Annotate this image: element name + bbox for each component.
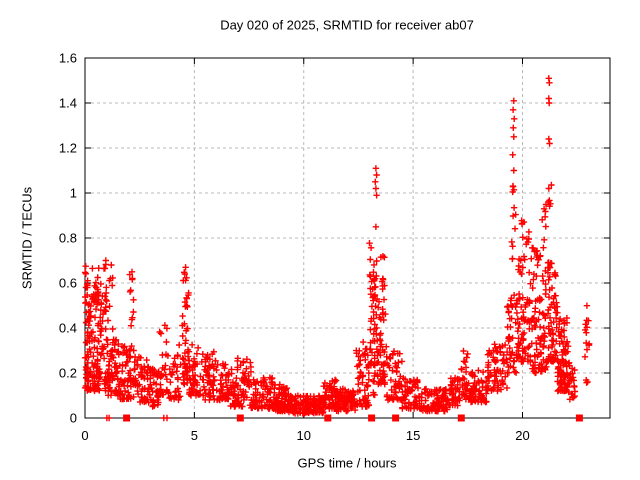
- y-tick-label: 1.4: [59, 96, 77, 111]
- x-tick-label: 10: [297, 428, 311, 443]
- y-tick-label: 1.6: [59, 51, 77, 66]
- zero-square-marker: [324, 414, 332, 422]
- x-tick-label: 0: [81, 428, 88, 443]
- y-tick-label: 0.2: [59, 366, 77, 381]
- x-axis-label: GPS time / hours: [297, 455, 397, 471]
- y-tick-label: 0.4: [59, 321, 77, 336]
- zero-square-marker: [368, 414, 376, 422]
- zero-square-marker: [123, 414, 131, 422]
- y-tick-label: 0: [70, 411, 77, 426]
- zero-square-marker: [575, 414, 583, 422]
- x-tick-label: 20: [515, 428, 529, 443]
- chart-title: Day 020 of 2025, SRMTID for receiver ab0…: [220, 17, 474, 33]
- y-tick-label: 0.6: [59, 276, 77, 291]
- zero-square-marker: [457, 414, 465, 422]
- y-tick-label: 1.2: [59, 141, 77, 156]
- zero-square-marker: [236, 414, 244, 422]
- x-tick-label: 5: [191, 428, 198, 443]
- y-tick-label: 0.8: [59, 231, 77, 246]
- scatter-points: [81, 75, 593, 422]
- y-tick-label: 1: [70, 186, 77, 201]
- zero-square-marker: [392, 414, 400, 422]
- x-tick-label: 15: [406, 428, 420, 443]
